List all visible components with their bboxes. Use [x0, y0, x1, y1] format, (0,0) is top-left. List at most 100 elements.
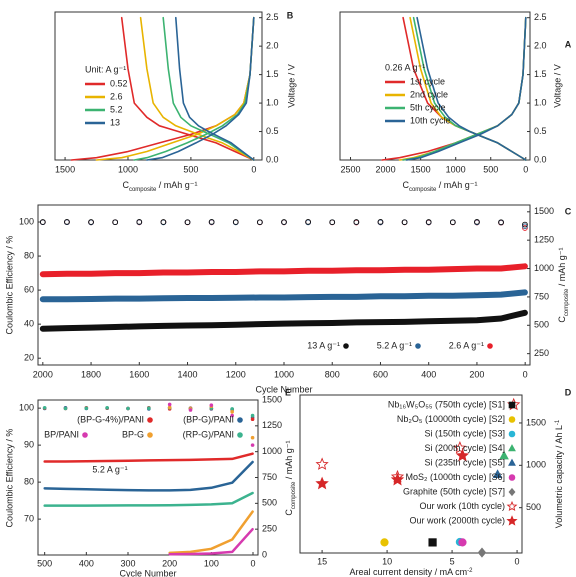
ce-point — [188, 408, 193, 412]
x-tick-label: 500 — [483, 164, 498, 174]
x-tick-label: 2000 — [376, 164, 396, 174]
ce-point — [329, 219, 336, 226]
x-tick-label: 300 — [120, 558, 135, 568]
axis-title-part: / mAh g⁻¹ — [436, 180, 477, 190]
panel-label: B — [287, 10, 294, 20]
axis-title: Ccomposite / mAh g⁻¹ — [284, 440, 296, 515]
x-tick-label: 1500 — [411, 164, 431, 174]
axis-title: Cycle Number — [255, 384, 312, 394]
ce-point — [126, 406, 130, 411]
y-tick-label: 1000 — [534, 263, 554, 273]
legend-label: 10th cycle — [410, 115, 451, 125]
x-tick-label: 200 — [162, 558, 177, 568]
x-tick-label: 1200 — [226, 369, 246, 379]
y-tick-label: 0.5 — [266, 126, 279, 136]
legend-title: 0.26 A g⁻¹ — [385, 62, 425, 72]
legend-label: 13 — [110, 117, 120, 127]
y-tick-label: 1.0 — [266, 97, 279, 107]
x-tick-label: 10 — [382, 556, 392, 566]
ce-point — [167, 402, 172, 407]
y-tick-label: 500 — [526, 502, 541, 512]
legend-label: (BP-G)/PANI — [183, 414, 234, 424]
x-tick-label: 400 — [421, 369, 436, 379]
point — [492, 469, 503, 479]
legend-label: Si (150th cycle) [S3] — [424, 428, 505, 438]
ce-point — [522, 225, 528, 231]
x-tick-label: 15 — [317, 556, 327, 566]
annotation: 5.2 A g⁻¹ — [92, 464, 127, 474]
y-tick-label: 500 — [262, 498, 277, 508]
legend-label: Si (235th cycle) [S5] — [424, 457, 505, 467]
ce-point — [250, 435, 255, 440]
series-line — [146, 16, 255, 161]
x-tick-label: 200 — [469, 369, 484, 379]
x-tick-label: 400 — [79, 558, 94, 568]
ce-point — [449, 219, 456, 226]
y-tick-label: 1000 — [526, 460, 546, 470]
x-tick-label: 0 — [250, 558, 255, 568]
axis-title-part: composite — [129, 187, 157, 193]
axis-title-part: -2 — [467, 568, 473, 574]
series-line — [381, 16, 527, 161]
ce-point — [88, 219, 94, 225]
x-tick-label: 1000 — [118, 164, 138, 174]
panel-label: D — [565, 387, 572, 397]
plot-frame — [299, 394, 523, 554]
point — [499, 450, 509, 460]
plot-frame — [339, 11, 531, 161]
x-tick-label: 2000 — [33, 369, 53, 379]
series-line — [405, 16, 527, 161]
ce-point — [377, 219, 384, 225]
ce-point — [184, 219, 191, 226]
legend-label: 2.6 — [110, 91, 123, 101]
series-line — [43, 491, 254, 507]
legend-label: Graphite (50th cycle) [S7] — [403, 486, 505, 496]
legend-label: BP-G — [122, 429, 144, 439]
point — [315, 476, 329, 490]
y-tick-label: 1500 — [526, 417, 546, 427]
ce-point — [105, 405, 109, 410]
legend-label: Our work (10th cycle) — [419, 501, 505, 511]
x-tick-label: 600 — [373, 369, 388, 379]
ce-point — [401, 219, 408, 226]
ce-point — [425, 219, 432, 225]
point — [458, 538, 467, 547]
legend-label: 13 A g⁻¹ — [307, 340, 340, 350]
y-tick-label: 2.0 — [534, 41, 547, 51]
legend-marker — [237, 432, 243, 438]
axis-title-part: Volumetric capacity / Ah L — [554, 425, 564, 528]
ce-point — [498, 219, 504, 226]
y-tick-label: 20 — [24, 353, 34, 363]
y-tick-label: 250 — [262, 524, 277, 534]
y-tick-label: 1.5 — [266, 69, 279, 79]
axis-title-part: C — [122, 180, 129, 190]
x-tick-label: 0 — [523, 164, 528, 174]
x-tick-label: 800 — [325, 369, 340, 379]
point — [428, 538, 437, 547]
y-tick-label: 80 — [24, 476, 34, 486]
x-tick-label: 1500 — [55, 164, 75, 174]
y-tick-label: 1500 — [534, 206, 554, 216]
panel-label: A — [565, 39, 572, 49]
y-tick-label: 2.0 — [266, 41, 279, 51]
legend-marker — [487, 343, 493, 349]
y-tick-label: 60 — [24, 284, 34, 294]
y-tick-label: 80 — [24, 250, 34, 260]
y-tick-label: 1250 — [262, 420, 282, 430]
legend-title: Unit: A g⁻¹ — [85, 64, 126, 74]
ce-point — [136, 219, 143, 225]
series-line — [168, 510, 254, 555]
x-tick-label: 5 — [450, 556, 455, 566]
legend-marker — [343, 343, 349, 349]
point — [390, 472, 405, 486]
axis-title: Ccomposite / mAh g⁻¹ — [122, 180, 197, 192]
ce-point — [257, 219, 263, 226]
x-tick-label: 0 — [251, 164, 256, 174]
y-tick-label: 250 — [534, 348, 549, 358]
panel-label: C — [565, 206, 572, 216]
y-tick-label: 1000 — [262, 446, 282, 456]
axis-title-part: C — [557, 316, 567, 323]
legend-label: Nb₂O₅ (10000th cycle) [S2] — [397, 414, 505, 424]
ce-point — [353, 219, 360, 225]
series-line — [43, 452, 254, 463]
